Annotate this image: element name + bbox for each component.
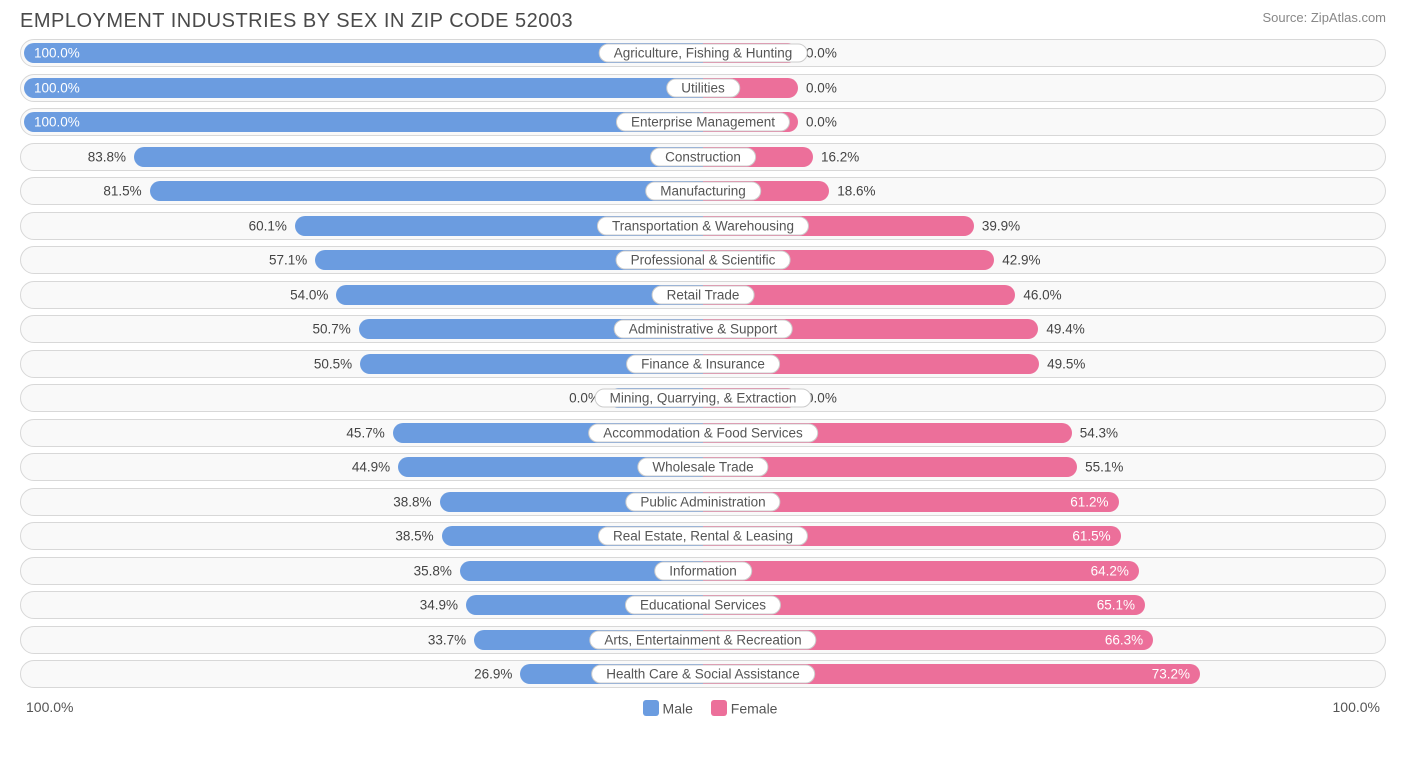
value-female: 61.2% xyxy=(1070,494,1118,509)
chart-row: 50.7% 49.4% Administrative & Support xyxy=(20,315,1386,343)
row-label: Information xyxy=(654,561,752,580)
row-label: Agriculture, Fishing & Hunting xyxy=(599,44,808,63)
row-label: Enterprise Management xyxy=(616,113,790,132)
value-male: 54.0% xyxy=(290,287,336,302)
row-label: Real Estate, Rental & Leasing xyxy=(598,527,808,546)
value-female: 16.2% xyxy=(813,149,859,164)
value-male: 45.7% xyxy=(346,425,392,440)
bar-male xyxy=(134,147,703,167)
value-female: 49.5% xyxy=(1039,356,1085,371)
chart-row: 38.5% 61.5% Real Estate, Rental & Leasing xyxy=(20,522,1386,550)
chart-row: 0.0%0.0%Mining, Quarrying, & Extraction xyxy=(20,384,1386,412)
row-label: Accommodation & Food Services xyxy=(588,423,818,442)
value-male: 50.5% xyxy=(314,356,360,371)
value-female: 65.1% xyxy=(1097,598,1145,613)
row-label: Utilities xyxy=(666,78,740,97)
value-female: 18.6% xyxy=(829,184,875,199)
legend-swatch-female xyxy=(711,700,727,716)
value-female: 0.0% xyxy=(798,80,837,95)
value-male: 26.9% xyxy=(474,667,520,682)
chart-row: 100.0% 0.0% Enterprise Management xyxy=(20,108,1386,136)
row-label: Administrative & Support xyxy=(614,320,793,339)
value-female: 42.9% xyxy=(994,253,1040,268)
chart-row: 38.8% 61.2% Public Administration xyxy=(20,488,1386,516)
axis-right-max: 100.0% xyxy=(1333,699,1380,715)
chart-row: 100.0%0.0%Agriculture, Fishing & Hunting xyxy=(20,39,1386,67)
chart-row: 81.5% 18.6% Manufacturing xyxy=(20,177,1386,205)
row-label: Educational Services xyxy=(625,596,781,615)
chart-row: 54.0% 46.0% Retail Trade xyxy=(20,281,1386,309)
value-male: 44.9% xyxy=(352,460,398,475)
value-male: 100.0% xyxy=(24,115,80,130)
chart-row: 83.8% 16.2% Construction xyxy=(20,143,1386,171)
value-male: 38.8% xyxy=(393,494,439,509)
legend-label-female: Female xyxy=(731,700,778,716)
chart-header: EMPLOYMENT INDUSTRIES BY SEX IN ZIP CODE… xyxy=(0,0,1406,39)
bar-male xyxy=(336,285,703,305)
value-female: 61.5% xyxy=(1072,529,1120,544)
value-female: 66.3% xyxy=(1105,632,1153,647)
chart-source: Source: ZipAtlas.com xyxy=(1262,10,1386,25)
chart-row: 50.5% 49.5% Finance & Insurance xyxy=(20,350,1386,378)
chart-row: 57.1% 42.9% Professional & Scientific xyxy=(20,246,1386,274)
chart-body: 100.0%0.0%Agriculture, Fishing & Hunting… xyxy=(0,39,1406,688)
value-female: 0.0% xyxy=(798,115,837,130)
value-male: 57.1% xyxy=(269,253,315,268)
value-female: 49.4% xyxy=(1038,322,1084,337)
legend-swatch-male xyxy=(643,700,659,716)
chart-row: 34.9% 65.1% Educational Services xyxy=(20,591,1386,619)
row-label: Professional & Scientific xyxy=(616,251,791,270)
value-male: 100.0% xyxy=(24,80,80,95)
legend: Male Female xyxy=(73,699,1332,716)
value-female: 54.3% xyxy=(1072,425,1118,440)
row-label: Manufacturing xyxy=(645,182,761,201)
row-label: Mining, Quarrying, & Extraction xyxy=(595,389,812,408)
value-male: 35.8% xyxy=(414,563,460,578)
value-male: 83.8% xyxy=(88,149,134,164)
row-label: Finance & Insurance xyxy=(626,354,780,373)
bar-female xyxy=(703,561,1139,581)
value-female: 55.1% xyxy=(1077,460,1123,475)
bar-male xyxy=(24,112,703,132)
axis-left-max: 100.0% xyxy=(26,699,73,715)
bar-male xyxy=(24,78,703,98)
legend-label-male: Male xyxy=(663,700,693,716)
row-label: Transportation & Warehousing xyxy=(597,216,809,235)
value-male: 33.7% xyxy=(428,632,474,647)
row-label: Arts, Entertainment & Recreation xyxy=(589,630,816,649)
row-label: Health Care & Social Assistance xyxy=(591,665,815,684)
row-label: Retail Trade xyxy=(652,285,755,304)
value-male: 34.9% xyxy=(420,598,466,613)
row-label: Wholesale Trade xyxy=(637,458,768,477)
value-male: 81.5% xyxy=(103,184,149,199)
chart-row: 60.1% 39.9% Transportation & Warehousing xyxy=(20,212,1386,240)
value-male: 38.5% xyxy=(395,529,441,544)
chart-row: 26.9% 73.2% Health Care & Social Assistanc… xyxy=(20,660,1386,688)
chart-row: 35.8% 64.2% Information xyxy=(20,557,1386,585)
value-male: 100.0% xyxy=(24,46,80,61)
value-female: 64.2% xyxy=(1091,563,1139,578)
row-label: Public Administration xyxy=(625,492,780,511)
value-female: 39.9% xyxy=(974,218,1020,233)
value-female: 73.2% xyxy=(1152,667,1200,682)
value-male: 60.1% xyxy=(249,218,295,233)
chart-row: 44.9% 55.1% Wholesale Trade xyxy=(20,453,1386,481)
value-female: 46.0% xyxy=(1015,287,1061,302)
chart-row: 100.0% 0.0% Utilities xyxy=(20,74,1386,102)
row-label: Construction xyxy=(650,147,756,166)
chart-title: EMPLOYMENT INDUSTRIES BY SEX IN ZIP CODE… xyxy=(20,10,573,33)
value-male: 50.7% xyxy=(312,322,358,337)
chart-row: 45.7% 54.3% Accommodation & Food Services xyxy=(20,419,1386,447)
bar-male xyxy=(150,181,703,201)
chart-footer: 100.0% Male Female 100.0% xyxy=(0,695,1406,716)
chart-row: 33.7% 66.3% Arts, Entertainment & Recreati… xyxy=(20,626,1386,654)
